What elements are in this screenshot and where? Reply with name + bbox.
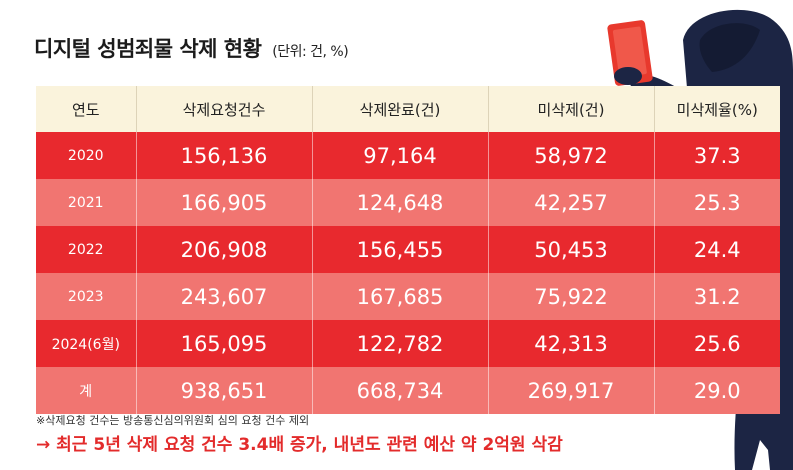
table-row: 2024(6월) 165,095 122,782 42,313 25.6: [36, 320, 780, 367]
cell-deleted: 124,648: [311, 179, 488, 226]
header-year: 연도: [36, 86, 136, 132]
header-deleted: 삭제완료(건): [311, 86, 488, 132]
cell-requests: 938,651: [135, 367, 312, 414]
cell-year: 2022: [36, 226, 136, 273]
cell-requests: 206,908: [135, 226, 312, 273]
cell-deleted: 122,782: [311, 320, 488, 367]
footnote: ※삭제요청 건수는 방송통신심의위원회 심의 요청 건수 제외: [36, 414, 310, 427]
cell-undeleted: 50,453: [487, 226, 654, 273]
page-title: 디지털 성범죄물 삭제 현황 (단위: 건, %): [34, 33, 349, 63]
header-undeleted: 미삭제(건): [487, 86, 654, 132]
cell-rate: 25.6: [653, 320, 780, 367]
cell-undeleted: 58,972: [487, 132, 654, 179]
cell-rate: 25.3: [653, 179, 780, 226]
cell-year: 2023: [36, 273, 136, 320]
hand: [614, 67, 642, 85]
cell-undeleted: 269,917: [487, 367, 654, 414]
table-total-row: 계 938,651 668,734 269,917 29.0: [36, 367, 780, 414]
cell-requests: 166,905: [135, 179, 312, 226]
cell-deleted: 668,734: [311, 367, 488, 414]
hood-shadow: [699, 23, 760, 72]
cell-requests: 243,607: [135, 273, 312, 320]
cell-year: 2024(6월): [36, 320, 136, 367]
table-row: 2022 206,908 156,455 50,453 24.4: [36, 226, 780, 273]
cell-rate: 24.4: [653, 226, 780, 273]
cell-undeleted: 42,257: [487, 179, 654, 226]
title-text: 디지털 성범죄물 삭제 현황: [34, 37, 262, 61]
cell-requests: 156,136: [135, 132, 312, 179]
table-header-row: 연도 삭제요청건수 삭제완료(건) 미삭제(건) 미삭제율(%): [36, 86, 780, 132]
cell-rate: 37.3: [653, 132, 780, 179]
unit-label: (단위: 건, %): [272, 44, 349, 60]
cell-deleted: 156,455: [311, 226, 488, 273]
cell-requests: 165,095: [135, 320, 312, 367]
phone-screen: [612, 26, 647, 78]
cell-deleted: 97,164: [311, 132, 488, 179]
conclusion-text: → 최근 5년 삭제 요청 건수 3.4배 증가, 내년도 관련 예산 약 2억…: [36, 435, 563, 455]
cell-undeleted: 42,313: [487, 320, 654, 367]
cell-year: 2021: [36, 179, 136, 226]
cell-rate: 31.2: [653, 273, 780, 320]
cell-year: 2020: [36, 132, 136, 179]
table-row: 2023 243,607 167,685 75,922 31.2: [36, 273, 780, 320]
header-undeleted-rate: 미삭제율(%): [653, 86, 780, 132]
table-row: 2020 156,136 97,164 58,972 37.3: [36, 132, 780, 179]
table-row: 2021 166,905 124,648 42,257 25.3: [36, 179, 780, 226]
cell-deleted: 167,685: [311, 273, 488, 320]
cell-year: 계: [36, 367, 136, 414]
cell-rate: 29.0: [653, 367, 780, 414]
deletion-status-table: 연도 삭제요청건수 삭제완료(건) 미삭제(건) 미삭제율(%) 2020 15…: [36, 86, 780, 414]
header-requests: 삭제요청건수: [135, 86, 312, 132]
cell-undeleted: 75,922: [487, 273, 654, 320]
